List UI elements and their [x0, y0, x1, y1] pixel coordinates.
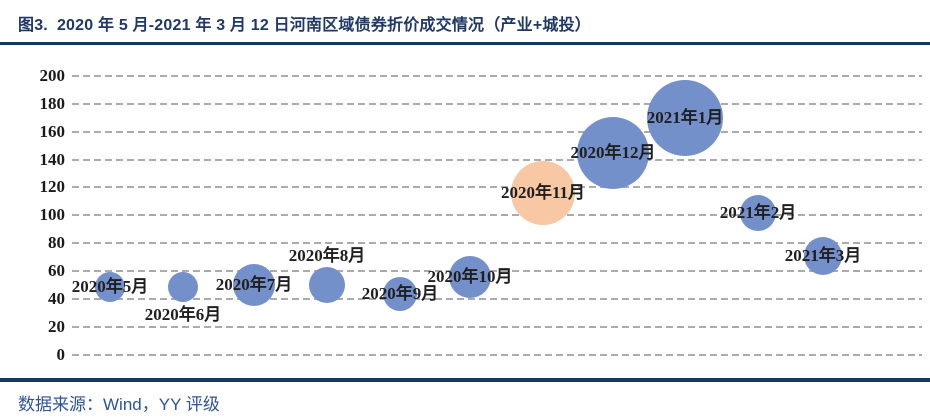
gridline-20 — [72, 326, 922, 329]
point-label-2020年5月: 2020年5月 — [71, 276, 149, 296]
figure-title: 图3. 2020 年 5 月-2021 年 3 月 12 日河南区域债券折价成交情… — [18, 11, 591, 35]
y-tick-100: 100 — [39, 205, 66, 225]
bubble-2021年2月 — [740, 194, 776, 231]
gridline-40 — [72, 298, 922, 301]
data-source-note: 数据来源：Wind，YY 评级 — [18, 395, 220, 414]
gridline-160 — [72, 130, 922, 133]
bubble-2020年10月 — [449, 255, 491, 298]
footer-rule — [0, 378, 930, 382]
point-label-2020年12月: 2020年12月 — [570, 142, 656, 162]
gridline-100 — [72, 214, 922, 217]
gridline-180 — [72, 102, 922, 105]
bubble-2020年5月 — [95, 271, 125, 302]
y-tick-140: 140 — [39, 149, 66, 169]
gridline-80 — [72, 242, 922, 245]
y-tick-80: 80 — [48, 233, 65, 253]
y-tick-0: 0 — [56, 345, 66, 364]
bubble-2020年9月 — [383, 276, 417, 311]
bubble-2020年6月 — [168, 271, 198, 302]
bubble-2021年3月 — [804, 236, 842, 275]
bubble-2020年8月 — [309, 267, 345, 304]
y-tick-180: 180 — [39, 93, 66, 113]
y-tick-60: 60 — [48, 261, 65, 281]
bubble-2021年1月 — [647, 79, 723, 156]
gridline-0 — [72, 354, 922, 356]
gridline-60 — [72, 270, 922, 273]
point-label-2021年1月: 2021年1月 — [646, 107, 724, 127]
point-label-2020年10月: 2020年10月 — [427, 266, 513, 286]
point-label-2021年3月: 2021年3月 — [784, 245, 862, 265]
gridline-140 — [72, 158, 922, 161]
y-tick-160: 160 — [39, 121, 66, 141]
point-label-2020年11月: 2020年11月 — [500, 183, 586, 203]
bubble-2020年11月 — [511, 161, 575, 226]
y-tick-200: 200 — [39, 65, 66, 85]
point-label-2020年7月: 2020年7月 — [215, 275, 293, 295]
figure-title-text: 2020 年 5 月-2021 年 3 月 12 日河南区域债券折价成交情况（产… — [56, 17, 591, 34]
gridline-120 — [72, 186, 922, 189]
point-label-2020年9月: 2020年9月 — [361, 283, 439, 303]
gridline-200 — [72, 74, 922, 77]
point-label-2020年6月: 2020年6月 — [144, 304, 222, 324]
y-tick-40: 40 — [48, 289, 65, 309]
point-label-2021年2月: 2021年2月 — [719, 202, 797, 222]
y-tick-120: 120 — [39, 177, 66, 197]
y-tick-20: 20 — [48, 317, 65, 337]
bubble-2020年12月 — [577, 116, 649, 189]
figure-number-label: 图3. — [18, 17, 48, 34]
bubble-2020年7月 — [233, 264, 275, 307]
title-rule — [0, 42, 930, 45]
point-label-2020年8月: 2020年8月 — [288, 246, 366, 266]
